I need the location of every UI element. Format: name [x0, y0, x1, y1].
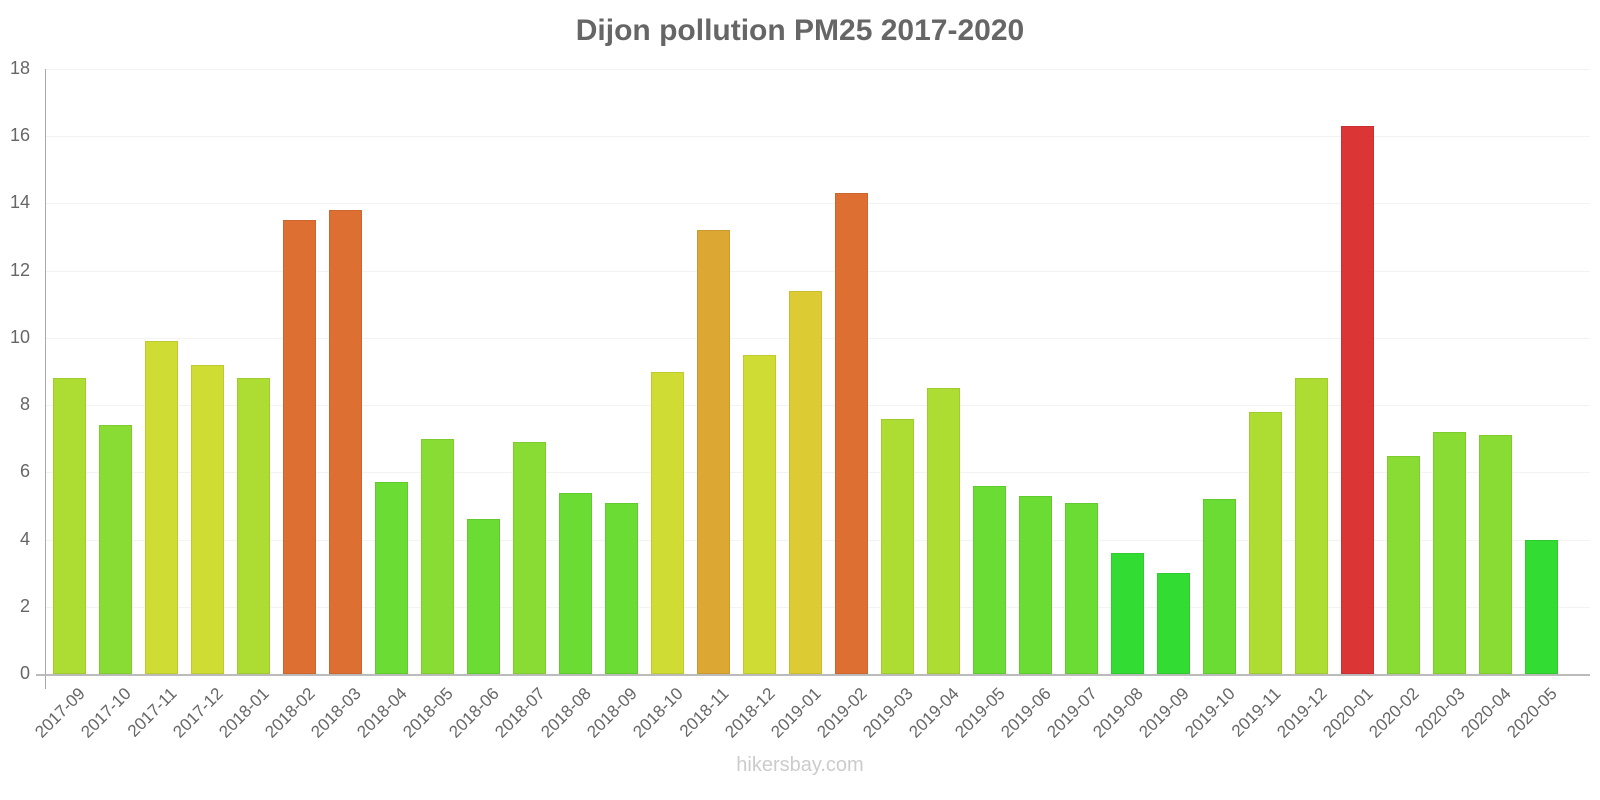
bar-2019-02[interactable]	[834, 193, 868, 674]
x-tick-label: 2018-09	[582, 684, 641, 742]
y-tick-label: 4	[19, 528, 30, 549]
bar-2018-04[interactable]	[374, 482, 408, 674]
bar-2018-09[interactable]	[604, 502, 638, 674]
bar-2019-03[interactable]	[880, 418, 914, 674]
bar-2017-12[interactable]	[190, 364, 224, 674]
x-tick-label: 2018-02	[260, 684, 319, 742]
bar-2018-05[interactable]	[420, 438, 454, 674]
bar-2020-03[interactable]	[1432, 432, 1466, 674]
bar-2019-01[interactable]	[788, 290, 822, 674]
bar-2018-01[interactable]	[236, 378, 270, 674]
chart-title: Dijon pollution PM25 2017-2020	[575, 14, 1025, 47]
bar-2018-08[interactable]	[558, 492, 592, 674]
y-tick-label: 6	[19, 461, 30, 482]
gridline	[46, 136, 1590, 138]
x-tick-label: 2020-05	[1502, 684, 1561, 742]
bar-2017-10[interactable]	[98, 425, 132, 674]
bar-2018-07[interactable]	[512, 442, 546, 674]
bar-2020-04[interactable]	[1478, 435, 1512, 674]
x-tick-label: 2019-03	[858, 684, 917, 742]
bar-2019-12[interactable]	[1294, 378, 1328, 674]
gridline	[46, 270, 1590, 272]
x-tick-label: 2020-04	[1456, 684, 1515, 742]
x-tick-label: 2020-03	[1410, 684, 1469, 742]
gridline	[46, 203, 1590, 205]
bar-2018-10[interactable]	[650, 371, 684, 674]
x-tick-label: 2019-02	[812, 684, 871, 742]
x-tick-label: 2018-07	[490, 684, 549, 742]
x-tick-label: 2018-12	[720, 684, 779, 742]
x-axis	[36, 674, 1590, 676]
x-tick-label: 2019-05	[950, 684, 1009, 742]
bar-2020-01[interactable]	[1340, 126, 1374, 674]
x-tick-label: 2019-01	[766, 684, 825, 742]
y-tick-label: 12	[9, 259, 30, 280]
x-tick-label: 2019-07	[1042, 684, 1101, 742]
x-tick-label: 2017-12	[168, 684, 227, 742]
bar-2017-09[interactable]	[52, 378, 86, 674]
y-tick-label: 0	[19, 663, 30, 683]
x-tick-label: 2018-05	[398, 684, 457, 742]
bar-2019-11[interactable]	[1248, 411, 1282, 674]
bar-2019-04[interactable]	[926, 388, 960, 674]
bar-2018-06[interactable]	[466, 519, 500, 674]
x-tick-label: 2019-04	[904, 684, 963, 742]
y-tick-label: 8	[19, 394, 30, 415]
bar-2019-08[interactable]	[1110, 553, 1144, 674]
x-tick-label: 2019-09	[1134, 684, 1193, 742]
bar-2019-07[interactable]	[1064, 502, 1098, 674]
bar-2019-09[interactable]	[1156, 573, 1190, 674]
y-axis	[45, 69, 46, 689]
x-tick-label: 2018-08	[536, 684, 595, 742]
x-tick-label: 2018-03	[306, 684, 365, 742]
x-tick-label: 2020-01	[1318, 684, 1377, 742]
y-tick-label: 10	[9, 326, 30, 347]
x-tick-label: 2019-11	[1227, 684, 1285, 741]
bar-2018-11[interactable]	[696, 230, 730, 674]
x-tick-label: 2017-09	[30, 684, 89, 742]
bar-2019-10[interactable]	[1202, 499, 1236, 674]
x-tick-label: 2020-02	[1364, 684, 1423, 742]
x-tick-label: 2018-04	[352, 684, 411, 742]
bar-2019-05[interactable]	[972, 485, 1006, 674]
x-tick-label: 2017-10	[76, 684, 135, 742]
bar-2019-06[interactable]	[1018, 495, 1052, 674]
x-tick-label: 2018-10	[628, 684, 687, 742]
y-tick-label: 2	[19, 595, 30, 616]
x-tick-label: 2019-06	[996, 684, 1055, 742]
bar-2020-02[interactable]	[1386, 455, 1420, 674]
watermark: hikersbay.com	[736, 754, 864, 776]
y-tick-label: 18	[9, 58, 30, 78]
x-tick-label: 2018-01	[214, 684, 273, 742]
bar-2018-03[interactable]	[328, 210, 362, 674]
x-tick-label: 2019-10	[1180, 684, 1239, 742]
y-tick-label: 14	[9, 192, 30, 213]
bar-2017-11[interactable]	[144, 341, 178, 674]
x-tick-label: 2017-11	[123, 684, 181, 741]
x-tick-label: 2019-08	[1088, 684, 1147, 742]
bar-2018-02[interactable]	[282, 220, 316, 674]
x-tick-label: 2018-11	[675, 684, 733, 741]
y-tick-label: 16	[9, 125, 30, 146]
gridline	[46, 69, 1590, 70]
x-tick-label: 2019-12	[1272, 684, 1331, 742]
bar-2018-12[interactable]	[742, 354, 776, 674]
x-tick-label: 2018-06	[444, 684, 503, 742]
bar-2020-05[interactable]	[1524, 539, 1558, 674]
